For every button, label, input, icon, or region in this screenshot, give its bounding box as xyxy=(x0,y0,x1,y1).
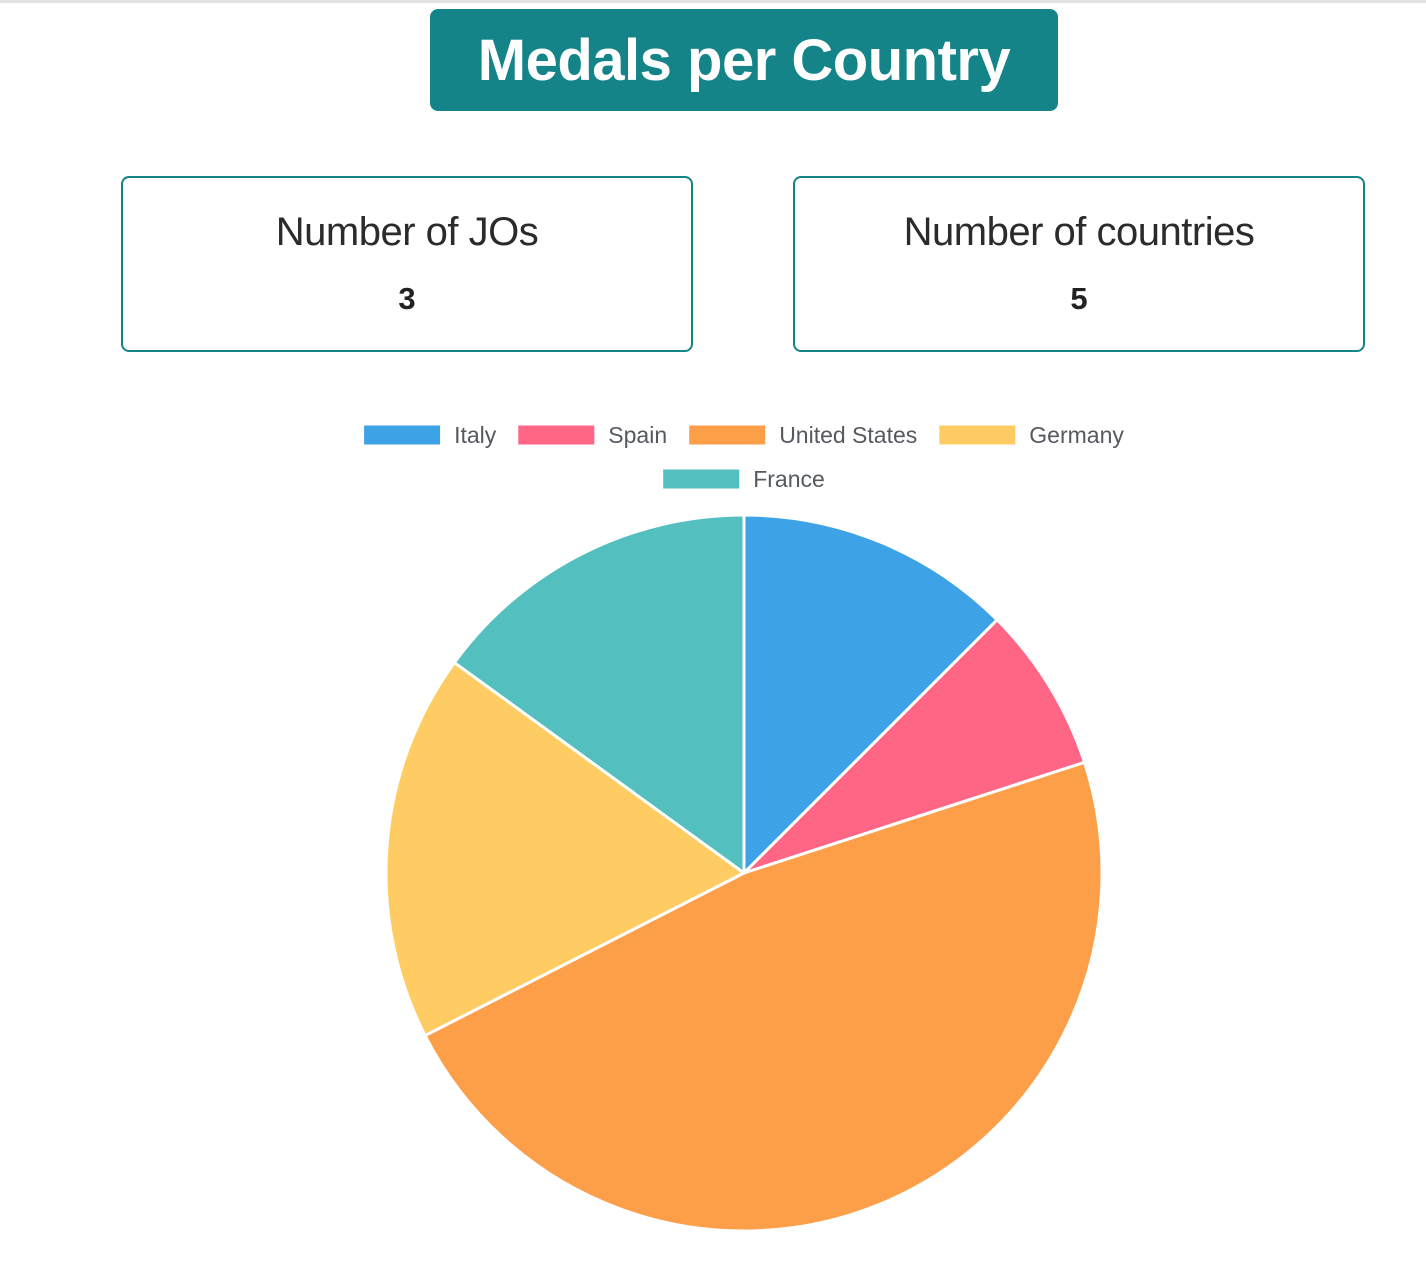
legend-item-germany[interactable]: Germany xyxy=(939,422,1124,448)
pie-slice-spain[interactable] xyxy=(742,618,1086,875)
page-title: Medals per Country xyxy=(477,27,1011,93)
legend-item-spain[interactable]: Spain xyxy=(518,422,667,448)
legend-label: France xyxy=(753,466,825,492)
legend-item-france[interactable]: France xyxy=(663,466,825,492)
pie-slices xyxy=(384,513,1104,1233)
legend-swatch xyxy=(663,469,740,489)
stat-value-countries: 5 xyxy=(1070,281,1088,316)
top-divider xyxy=(0,0,1426,3)
pie-slice-france[interactable] xyxy=(452,513,746,875)
chart-legend: Italy Spain United States Germany France xyxy=(364,422,1124,492)
legend-label: Spain xyxy=(608,422,667,448)
pie-slice-italy[interactable] xyxy=(742,513,999,875)
stat-card-jos: Number of JOs 3 xyxy=(121,176,693,352)
pie-chart: Italy Spain United States Germany France xyxy=(364,422,1124,1233)
legend-label: Italy xyxy=(454,422,497,448)
stat-label-jos: Number of JOs xyxy=(275,210,539,254)
legend-swatch xyxy=(689,425,766,445)
stat-card-countries: Number of countries 5 xyxy=(793,176,1365,352)
pie-slice-germany[interactable] xyxy=(384,661,746,1038)
pie-slice-united-states[interactable] xyxy=(423,760,1104,1233)
legend-item-united-states[interactable]: United States xyxy=(689,422,917,448)
legend-item-italy[interactable]: Italy xyxy=(364,422,497,448)
stat-label-countries: Number of countries xyxy=(903,210,1255,254)
stat-value-jos: 3 xyxy=(398,281,416,316)
legend-label: Germany xyxy=(1029,422,1124,448)
page-title-banner: Medals per Country xyxy=(430,9,1058,111)
legend-swatch xyxy=(364,425,441,445)
legend-swatch xyxy=(518,425,595,445)
legend-swatch xyxy=(939,425,1016,445)
legend-label: United States xyxy=(779,422,917,448)
